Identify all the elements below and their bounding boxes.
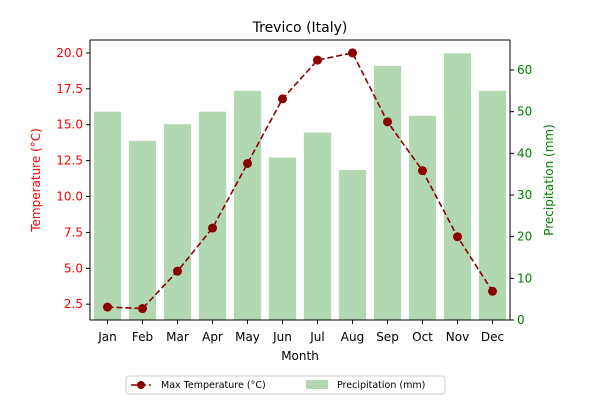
temperature-marker: [348, 48, 357, 58]
x-tick-label: Feb: [132, 330, 153, 344]
temperature-line: [107, 52, 494, 310]
temperature-marker: [208, 223, 217, 233]
precip-bar: [233, 90, 262, 320]
bars-layer: [93, 53, 507, 321]
left-tick-label: 10.0: [56, 190, 83, 204]
x-tick-label: Aug: [341, 330, 364, 344]
left-tick-label: 17.5: [56, 82, 83, 96]
x-tick-label: Nov: [446, 330, 469, 344]
x-tick-label: Jun: [272, 330, 292, 344]
left-tick-label: 7.5: [64, 225, 83, 239]
x-axis-label: Month: [281, 349, 319, 363]
right-tick-label: 0: [517, 313, 525, 327]
left-axis-label: Temperature (°C): [29, 128, 43, 233]
x-tick-label: Dec: [481, 330, 504, 344]
left-tick-label: 5.0: [64, 261, 83, 275]
precip-bar: [128, 140, 157, 320]
x-tick-label: Jan: [97, 330, 117, 344]
precip-bar: [373, 65, 402, 320]
right-axis-label: Precipitation (mm): [542, 124, 556, 236]
temperature-marker: [313, 55, 322, 65]
right-tick-label: 10: [517, 271, 532, 285]
legend-label-temperature: Max Temperature (°C): [161, 380, 266, 391]
chart-title: Trevico (Italy): [252, 20, 348, 36]
temperature-marker: [243, 158, 252, 168]
legend-label-precipitation: Precipitation (mm): [337, 380, 425, 391]
temperature-marker: [103, 302, 112, 312]
line-layer: [103, 48, 497, 314]
right-tick-label: 20: [517, 230, 532, 244]
left-tick-label: 2.5: [64, 297, 83, 311]
legend-box: [125, 375, 446, 395]
precip-bar: [478, 90, 507, 320]
precip-bar: [338, 170, 367, 320]
right-tick-label: 60: [517, 63, 532, 77]
precip-bar: [268, 157, 297, 320]
precip-bar: [163, 124, 192, 321]
temperature-marker: [383, 117, 392, 127]
precip-bar: [443, 53, 472, 320]
precip-bar: [408, 115, 437, 320]
left-tick-label: 12.5: [56, 154, 83, 168]
x-tick-label: May: [235, 330, 260, 344]
x-tick-label: Apr: [202, 330, 223, 344]
right-tick-label: 50: [517, 105, 532, 119]
temperature-marker: [138, 304, 147, 314]
right-tick-label: 30: [517, 188, 532, 202]
temperature-marker: [418, 166, 427, 176]
left-tick-label: 15.0: [56, 118, 83, 132]
x-tick-label: Mar: [166, 330, 189, 344]
legend-marker-swatch: [137, 381, 145, 389]
axes-layer: 2.5 5.0 7.5 10.0 12.5 15.0 17.5 20.0 0 10 20 30 40 50…: [56, 39, 532, 344]
temperature-marker: [453, 232, 462, 242]
legend-bar-swatch: [306, 380, 328, 389]
temperature-marker: [488, 286, 497, 296]
left-tick-label: 20.0: [56, 46, 83, 60]
temperature-marker: [278, 94, 287, 104]
precip-bar: [93, 111, 122, 321]
right-tick-label: 40: [517, 146, 532, 160]
x-tick-label: Sep: [376, 330, 399, 344]
x-tick-label: Jul: [309, 330, 324, 344]
x-tick-label: Oct: [412, 330, 433, 344]
temperature-marker: [173, 266, 182, 276]
legend: Max Temperature (°C) Precipitation (mm): [125, 375, 446, 395]
precip-bar: [198, 111, 227, 321]
precip-bar: [303, 132, 332, 320]
